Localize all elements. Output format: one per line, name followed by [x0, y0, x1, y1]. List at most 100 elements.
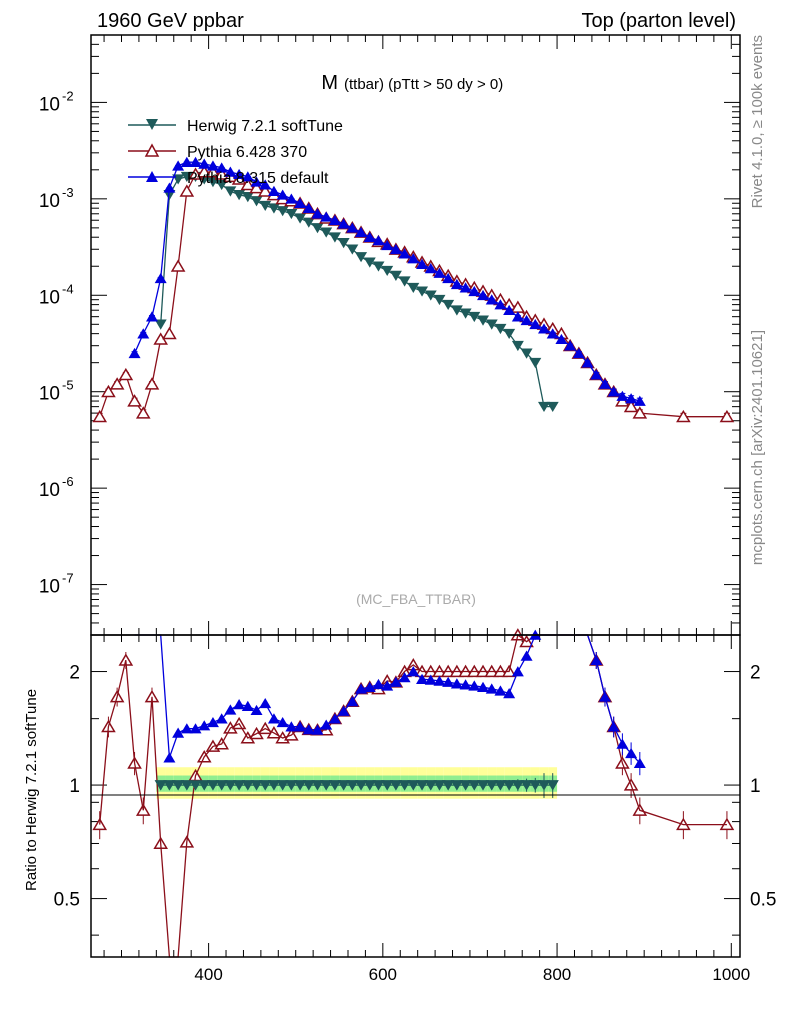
data-point [250, 176, 263, 187]
legend: Herwig 7.2.1 softTune Pythia 6.428 370 P… [128, 118, 343, 187]
data-point [442, 299, 455, 311]
legend-entry-herwig: Herwig 7.2.1 softTune [128, 118, 343, 135]
data-point [459, 308, 472, 319]
data-point [101, 384, 116, 398]
data-point [389, 270, 402, 281]
ratio-reference-point [398, 780, 411, 791]
x-tick-label: 1000 [712, 965, 750, 984]
data-point [450, 278, 463, 290]
data-point [537, 401, 550, 413]
data-point [416, 286, 429, 297]
ratio-reference-point [311, 780, 324, 791]
data-point [529, 318, 542, 330]
series-2 [128, 156, 646, 776]
ratio-reference-point [537, 780, 550, 791]
ratio-reference-point [442, 780, 455, 791]
data-point [196, 165, 212, 178]
data-point [163, 182, 176, 193]
y-tick-label-exponent: -5 [62, 378, 74, 393]
header-right: Top (parton level) [581, 10, 736, 32]
ratio-reference-point [276, 780, 289, 791]
data-point [137, 328, 150, 339]
data-point [276, 206, 289, 217]
data-point [241, 191, 254, 203]
ratio-reference-point [477, 780, 490, 791]
data-point [719, 409, 735, 423]
legend-label-pythia8: Pythia 8.315 default [187, 170, 329, 187]
data-point [590, 369, 603, 380]
ratio-reference-point [172, 780, 185, 791]
data-point [162, 326, 177, 340]
data-point [633, 395, 646, 406]
data-point [520, 348, 533, 359]
data-point [240, 177, 256, 191]
y-tick-label-exponent: -6 [62, 474, 74, 489]
ratio-reference-point [485, 780, 498, 791]
data-point [485, 294, 498, 305]
data-point [285, 193, 298, 204]
data-point [477, 315, 490, 326]
data-point [259, 179, 272, 190]
data-point [346, 244, 359, 255]
ratio-tick-label-right: 1 [750, 776, 761, 797]
ratio-reference-point [259, 780, 272, 791]
data-point [564, 340, 577, 351]
data-point [581, 357, 594, 368]
data-point [511, 340, 524, 352]
data-point [233, 168, 246, 180]
data-point [372, 261, 385, 272]
ratio-reference-point [355, 780, 368, 791]
data-point [250, 196, 263, 207]
y-tick-label-base: 10 [39, 191, 60, 212]
data-point [555, 333, 568, 345]
data-point [233, 190, 246, 201]
data-point [433, 267, 446, 278]
data-point [205, 165, 221, 178]
data-point [311, 223, 324, 234]
ratio-reference-point [302, 780, 315, 791]
triangle-down-icon [146, 119, 158, 130]
side-label-rivet: Rivet 4.1.0, ≥ 100k events [749, 35, 766, 208]
ratio-tick-label-left: 0.5 [54, 890, 80, 911]
data-point [632, 406, 648, 419]
data-point [676, 409, 691, 423]
x-tick-label: 400 [194, 965, 222, 984]
data-point [189, 156, 202, 167]
data-point [494, 299, 507, 310]
ratio-reference-point [494, 780, 507, 791]
ratio-reference-point [267, 780, 280, 791]
series-line-main [99, 171, 727, 418]
series-line-main [134, 161, 640, 402]
ratio-y-axis-label: Ratio to Herwig 7.2.1 softTune [23, 689, 40, 891]
data-point [179, 184, 195, 197]
data-point [257, 184, 273, 197]
data-point [249, 180, 264, 194]
data-point [450, 305, 463, 316]
y-tick-label-exponent: -4 [62, 281, 74, 296]
data-point [372, 235, 385, 246]
ratio-reference-point [250, 780, 263, 791]
ratio-reference-point [320, 780, 333, 791]
data-point [529, 357, 542, 369]
ratio-reference-point [424, 780, 437, 791]
data-point [276, 189, 289, 200]
data-point [285, 208, 298, 220]
data-point [311, 208, 324, 219]
data-point [389, 243, 402, 255]
data-point [328, 214, 341, 226]
ratio-reference-point [154, 780, 167, 791]
data-series [92, 156, 735, 958]
data-point [320, 227, 333, 238]
data-point [511, 311, 524, 322]
ratio-reference-point [215, 780, 228, 791]
ratio-reference-point [372, 780, 385, 791]
data-point [135, 406, 151, 419]
data-point [398, 276, 411, 287]
data-point [267, 203, 280, 214]
legend-label-herwig: Herwig 7.2.1 softTune [187, 118, 343, 135]
data-point [424, 262, 437, 274]
ratio-reference-point [389, 780, 402, 791]
data-point [424, 290, 437, 301]
ratio-reference-point [233, 780, 246, 791]
